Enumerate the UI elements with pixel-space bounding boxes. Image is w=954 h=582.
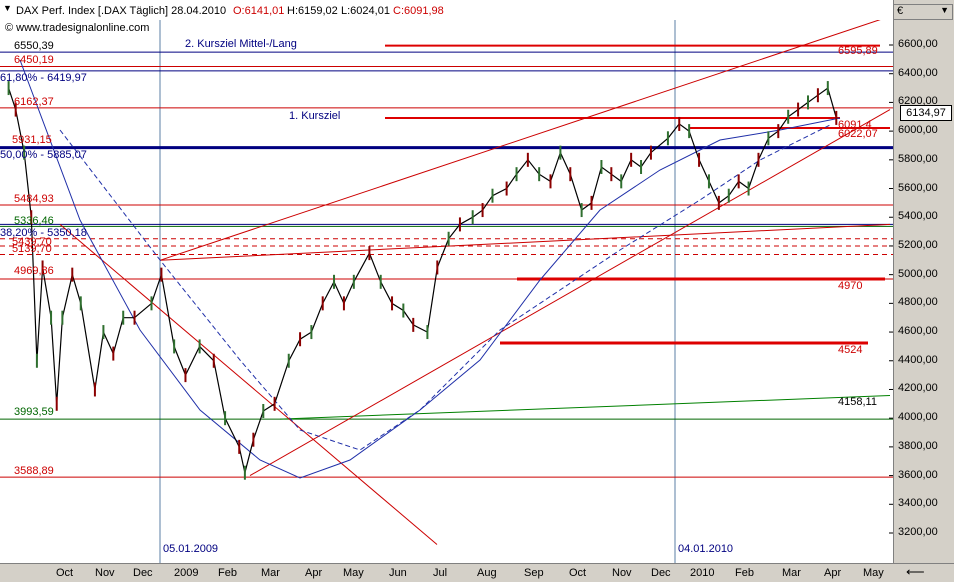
y-tick-label: 5200,00: [898, 238, 938, 251]
downtrend-line: [59, 224, 438, 545]
x-tick-label: Apr: [305, 567, 323, 579]
level-4969: 4969,86: [14, 265, 54, 277]
x-tick-label: Nov: [612, 567, 632, 579]
chart-title: DAX Perf. Index [.DAX Täglich] 28.04.201…: [16, 5, 227, 17]
level-6550: 6550,39: [14, 40, 54, 52]
x-tick-label: Nov: [95, 567, 115, 579]
y-tick-label: 5400,00: [898, 210, 938, 223]
chart-header: ▼ DAX Perf. Index [.DAX Täglich] 28.04.2…: [0, 0, 893, 20]
high-value: H:6159,02: [287, 5, 338, 17]
y-tick-label: 6600,00: [898, 38, 938, 50]
y-tick-label: 6200,00: [898, 95, 938, 108]
x-tick-label: Oct: [569, 567, 587, 579]
y-tick-label: 6000,00: [898, 124, 938, 137]
x-tick-label: Mar: [782, 567, 801, 579]
currency-selector[interactable]: € ▼: [893, 4, 953, 20]
close-value: C:6091,98: [393, 5, 444, 17]
level-5931: 5931,15: [12, 134, 52, 146]
x-tick-label: Aug: [477, 567, 497, 579]
source-credit: © www.tradesignalonline.com: [5, 22, 150, 34]
x-tick-label: Sep: [524, 567, 544, 579]
price-line: [8, 87, 837, 473]
level-5484: 5484,93: [14, 193, 54, 205]
x-tick-label: Jul: [433, 567, 448, 579]
green-trendline: [279, 394, 891, 420]
lower-channel: [249, 109, 891, 477]
y-tick-label: 5000,00: [898, 267, 938, 280]
level-3993: 3993,59: [14, 406, 54, 418]
level-5139: 5139,70: [12, 243, 52, 255]
fib-382: 38,20% - 5350,18: [0, 227, 87, 239]
y-tick-label: 3600,00: [898, 468, 938, 481]
x-tick-label: Apr: [824, 567, 842, 579]
level-5439: 5439,70: [12, 236, 52, 248]
plot-area: [0, 0, 893, 563]
level-5336: 5336,46: [14, 215, 54, 227]
collapse-icon[interactable]: ▼: [3, 3, 12, 13]
y-tick-label: 3800,00: [898, 439, 938, 452]
fib-618: 61,80% - 6419,97: [0, 72, 87, 84]
y-tick-label: 5600,00: [898, 181, 938, 194]
y-tick-label: 4000,00: [898, 411, 938, 424]
target-1-label: 1. Kursziel: [289, 110, 341, 122]
y-tick-label: 6400,00: [898, 66, 938, 79]
y-tick-label: 3200,00: [898, 526, 938, 538]
chevron-down-icon: ▼: [940, 5, 949, 15]
y-tick-label: 3400,00: [898, 497, 938, 510]
target-2-label: 2. Kursziel Mittel-/Lang: [185, 38, 297, 50]
price-axis[interactable]: 6600,00 6400,00 6200,00 6000,00 5800,00 5600,…: [893, 0, 954, 563]
x-tick-label: Feb: [218, 567, 237, 579]
x-tick-label: Dec: [651, 567, 671, 579]
flat-channel: [159, 223, 891, 261]
x-tick-label: Feb: [735, 567, 754, 579]
level-6162: 6162,37: [14, 96, 54, 108]
y-tick-label: 4400,00: [898, 353, 938, 366]
fib-50: 50,00% - 5885,07: [0, 149, 87, 161]
scroll-arrow-icon[interactable]: ⟵: [906, 564, 925, 579]
date-marker-2009: 05.01.2009: [163, 543, 219, 555]
moving-average-200: [19, 59, 841, 479]
x-tick-label: Jun: [389, 567, 407, 579]
x-tick-label: Dec: [133, 567, 153, 579]
time-axis[interactable]: ⟵ Oct Nov Dec 2009 Feb Mar Apr May Jun Jul Aug Sep O…: [0, 563, 954, 582]
y-tick-label: 4600,00: [898, 325, 938, 338]
x-tick-label: Oct: [56, 567, 74, 579]
target-4524: 4524: [838, 344, 863, 356]
open-value: O:6141,01: [233, 5, 285, 17]
y-tick-label: 4800,00: [898, 296, 938, 309]
x-tick-label: Mar: [261, 567, 280, 579]
current-price-badge: 6134,97: [900, 105, 952, 121]
low-value: L:6024,01: [341, 5, 390, 17]
x-tick-label: May: [343, 567, 364, 579]
x-tick-label: May: [863, 567, 884, 579]
x-tick-label: 2010: [690, 567, 715, 579]
target-4158: 4158,11: [838, 396, 877, 408]
target-6091: 6091,4: [838, 119, 872, 131]
level-3588: 3588,89: [14, 465, 54, 477]
y-tick-label: 4200,00: [898, 382, 938, 395]
upper-channel: [159, 15, 891, 261]
target-6022: 6022,07: [838, 128, 878, 140]
date-marker-2010: 04.01.2010: [678, 543, 734, 555]
x-tick-label: 2009: [174, 567, 199, 579]
y-tick-label: 5800,00: [898, 152, 938, 165]
level-6450: 6450,19: [14, 54, 54, 66]
currency-symbol: €: [897, 5, 904, 17]
moving-average-dashed: [59, 124, 831, 451]
target-4970: 4970: [838, 280, 863, 292]
target-6595: 6595,89: [838, 45, 878, 57]
